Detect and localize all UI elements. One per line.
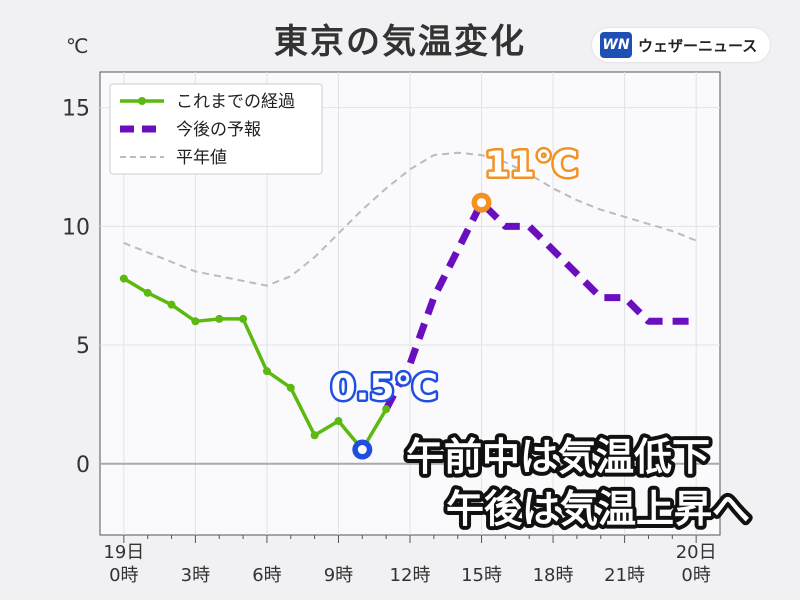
legend-box — [109, 83, 323, 175]
data-point — [143, 288, 152, 297]
data-point — [310, 431, 319, 440]
data-point — [191, 317, 200, 326]
x-tick-label: 15時 — [461, 565, 502, 586]
weathernews-logo: WN ウェザーニュース — [592, 28, 770, 62]
y-unit-label: ℃ — [66, 34, 89, 58]
logo-text: ウェザーニュース — [638, 37, 758, 55]
logo-mark-icon: WN — [600, 32, 632, 58]
series-line-dashed-thin — [123, 151, 697, 287]
x-tick-label: 0時 — [109, 565, 138, 586]
y-tick-label: 0 — [76, 453, 90, 478]
x-tick-label: 3時 — [181, 565, 210, 586]
x-tick-label: 18時 — [533, 565, 574, 586]
caption-line: 午後は気温上昇へ — [446, 487, 750, 531]
x-tick-label: 6時 — [252, 565, 281, 586]
max-marker-center — [477, 198, 487, 208]
x-tick-label: 21時 — [604, 565, 645, 586]
data-point — [239, 314, 248, 323]
data-point — [215, 314, 224, 323]
data-point — [334, 417, 343, 426]
data-point — [119, 274, 128, 283]
y-tick-label: 15 — [62, 97, 90, 122]
legend-label: 平年値 — [176, 148, 227, 168]
data-point — [262, 367, 271, 376]
legend-swatch-marker — [138, 97, 146, 105]
chart-title: 東京の気温変化 — [274, 22, 526, 62]
annotations: 0.5℃ 11℃ — [328, 142, 581, 460]
legend-label: これまでの経過 — [176, 92, 295, 112]
y-tick-label: 5 — [76, 334, 90, 359]
data-point — [382, 405, 391, 414]
series-line-dashed-thick — [383, 199, 697, 411]
max-label: 11℃ — [485, 145, 579, 186]
x-tick-label: 0時 — [681, 565, 710, 586]
min-marker-center — [357, 445, 367, 455]
x-tick-label: 12時 — [390, 565, 431, 586]
legend-label: 今後の予報 — [176, 120, 261, 140]
y-tick-label: 10 — [62, 215, 90, 240]
caption-line: 午前中は気温低下 — [406, 435, 710, 479]
series-line-solid-markers — [122, 277, 388, 452]
data-point — [286, 383, 295, 392]
x-tick-label: 20日 — [676, 542, 717, 563]
data-point — [167, 300, 176, 309]
min-label: 0.5℃ — [331, 368, 438, 409]
x-tick-label: 9時 — [324, 565, 353, 586]
x-tick-label: 19日 — [103, 542, 144, 563]
